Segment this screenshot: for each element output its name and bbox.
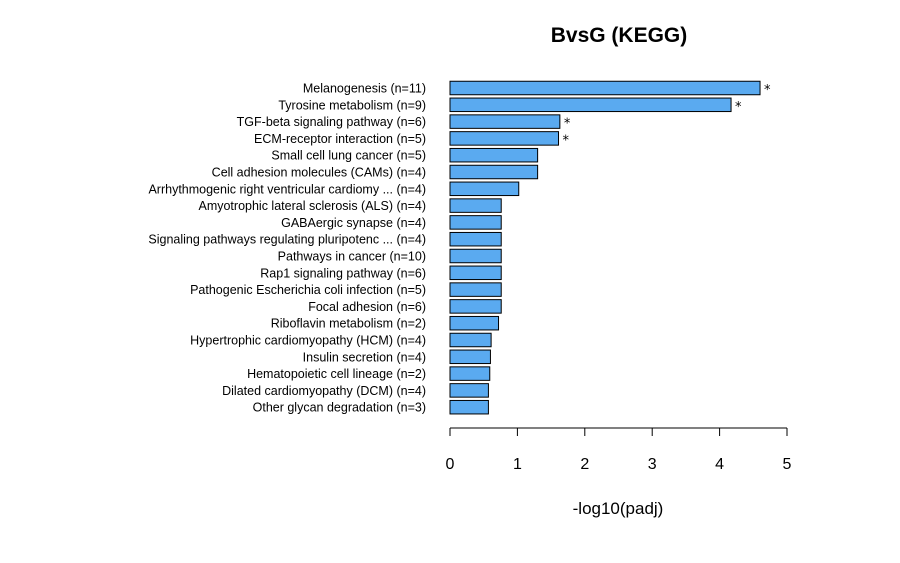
category-label: Amyotrophic lateral sclerosis (ALS) (n=4…: [198, 199, 426, 213]
x-tick-label: 0: [446, 456, 455, 473]
x-tick-label: 3: [648, 456, 657, 473]
category-label: GABAergic synapse (n=4): [281, 216, 426, 230]
bar: [449, 198, 502, 213]
category-label: TGF-beta signaling pathway (n=6): [237, 115, 426, 129]
bar: [449, 265, 502, 281]
category-label: Tyrosine metabolism (n=9): [278, 98, 426, 112]
category-label: Hypertrophic cardiomyopathy (HCM) (n=4): [190, 334, 426, 348]
bar: [449, 315, 500, 331]
bar: [449, 383, 489, 398]
bars-layer: ****: [449, 80, 771, 415]
category-label: Small cell lung cancer (n=5): [271, 149, 426, 163]
bar: [449, 248, 502, 264]
category-label: Pathways in cancer (n=10): [278, 250, 426, 264]
category-label: Insulin secretion (n=4): [303, 350, 426, 364]
category-label: Melanogenesis (n=11): [303, 82, 426, 96]
bar: [449, 366, 491, 381]
bar: [449, 80, 761, 96]
category-label: Riboflavin metabolism (n=2): [271, 317, 426, 331]
category-label: Pathogenic Escherichia coli infection (n…: [190, 283, 426, 297]
bar: [449, 181, 520, 197]
category-label: Hematopoietic cell lineage (n=2): [247, 367, 426, 381]
bar: [449, 299, 502, 314]
category-label: Other glycan degradation (n=3): [253, 401, 426, 415]
bar: [449, 97, 732, 113]
category-labels: Melanogenesis (n=11) Tyrosine metabolism …: [148, 82, 426, 415]
x-tick-label: 5: [783, 456, 792, 473]
category-label: Focal adhesion (n=6): [308, 300, 426, 314]
significance-mark: *: [764, 83, 771, 98]
significance-mark: *: [563, 133, 570, 148]
bar: [449, 147, 539, 163]
x-tick-label: 4: [715, 456, 724, 473]
chart-title: BvsG (KEGG): [551, 24, 688, 47]
x-tick-label: 1: [513, 456, 522, 473]
x-axis-title: -log10(padj): [573, 499, 664, 518]
bar: [449, 114, 561, 129]
x-axis: 0 1 2 3 4 5: [446, 427, 792, 473]
category-label: Cell adhesion molecules (CAMs) (n=4): [212, 166, 426, 180]
significance-mark: *: [564, 117, 571, 132]
category-label: Rap1 signaling pathway (n=6): [260, 266, 426, 280]
bar: [449, 332, 492, 348]
bar: [449, 349, 491, 365]
bar: [449, 131, 560, 146]
category-label: Dilated cardiomyopathy (DCM) (n=4): [222, 384, 426, 398]
bar: [449, 399, 489, 415]
bar: [449, 215, 502, 230]
category-label: ECM-receptor interaction (n=5): [254, 132, 426, 146]
bar: [449, 164, 539, 180]
bar: [449, 231, 502, 247]
category-label: Arrhythmogenic right ventricular cardiom…: [148, 182, 426, 196]
category-label: Signaling pathways regulating pluripoten…: [148, 233, 426, 247]
bar: [449, 282, 502, 297]
x-tick-label: 2: [580, 456, 589, 473]
significance-mark: *: [735, 100, 742, 115]
